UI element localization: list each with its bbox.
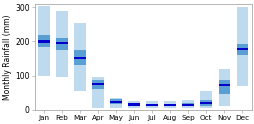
Bar	[236, 7, 247, 86]
Bar	[74, 50, 85, 65]
Bar	[74, 23, 85, 91]
Bar	[146, 101, 157, 108]
Bar	[56, 11, 68, 77]
Bar	[38, 35, 50, 46]
Bar	[128, 103, 139, 106]
Bar	[38, 40, 50, 43]
Bar	[56, 42, 68, 44]
Bar	[236, 44, 247, 55]
Bar	[200, 91, 211, 108]
Bar	[182, 100, 193, 108]
Bar	[218, 80, 229, 94]
Bar	[92, 77, 103, 108]
Bar	[200, 100, 211, 106]
Bar	[128, 103, 139, 106]
Bar	[182, 103, 193, 106]
Bar	[164, 101, 176, 108]
Y-axis label: Monthly Rainfall (mm): Monthly Rainfall (mm)	[4, 14, 12, 100]
Bar	[56, 38, 68, 50]
Bar	[218, 84, 229, 86]
Bar	[218, 69, 229, 106]
Bar	[92, 80, 103, 89]
Bar	[236, 48, 247, 50]
Bar	[146, 104, 157, 106]
Bar	[74, 57, 85, 59]
Bar	[38, 6, 50, 76]
Bar	[110, 98, 121, 108]
Bar	[128, 101, 139, 108]
Bar	[182, 104, 193, 106]
Bar	[200, 102, 211, 104]
Bar	[146, 104, 157, 106]
Bar	[110, 101, 121, 103]
Bar	[164, 104, 176, 106]
Bar	[110, 99, 121, 104]
Bar	[92, 83, 103, 85]
Bar	[164, 104, 176, 106]
